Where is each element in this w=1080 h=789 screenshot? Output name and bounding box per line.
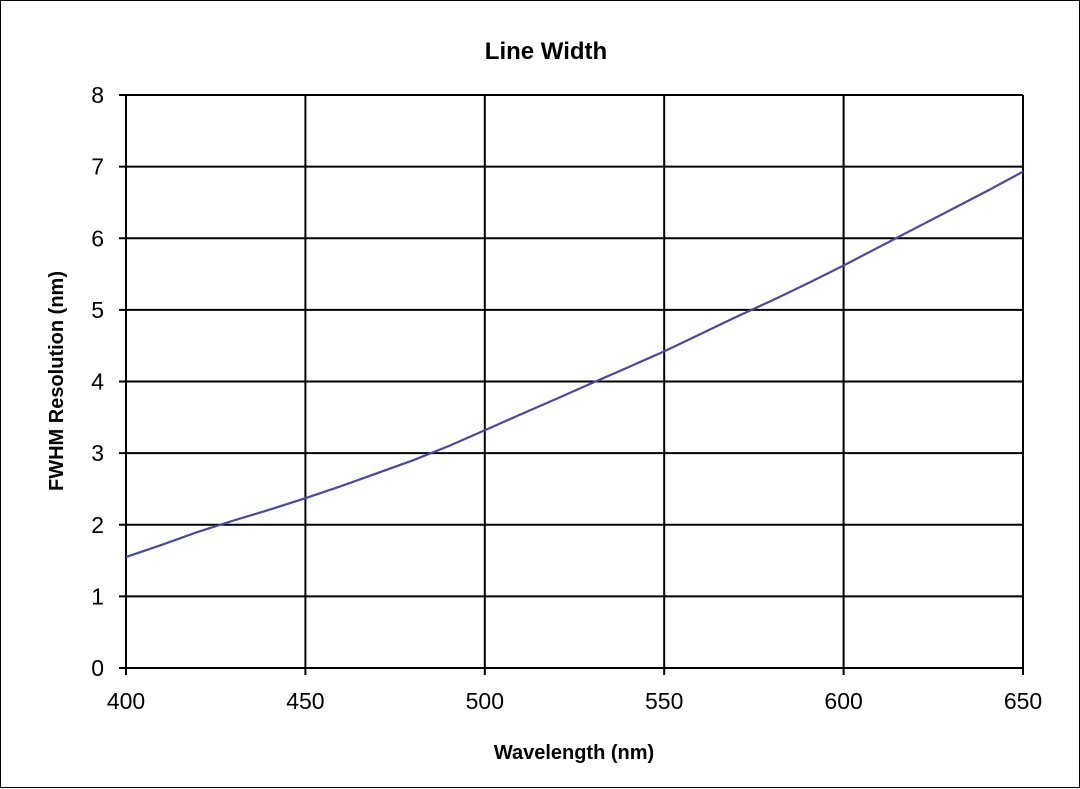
x-tick-label: 400 [107, 688, 145, 714]
y-tick-label: 6 [91, 225, 104, 251]
x-axis-ticks: 400 450 500 550 600 650 [107, 668, 1042, 714]
y-tick-label: 2 [91, 512, 104, 538]
y-axis-label: FWHM Resolution (nm) [46, 271, 68, 491]
x-tick-label: 650 [1004, 688, 1042, 714]
y-tick-label: 0 [91, 655, 104, 681]
series-line [125, 170, 1024, 559]
y-tick-label: 1 [91, 583, 104, 609]
y-tick-label: 8 [91, 82, 104, 108]
chart-title: Line Width [485, 38, 607, 65]
y-tick-label: 5 [91, 297, 104, 323]
x-tick-label: 500 [466, 688, 504, 714]
series-group [125, 170, 1024, 559]
y-tick-label: 3 [91, 440, 104, 466]
grid-lines [125, 94, 1024, 669]
x-tick-label: 600 [824, 688, 862, 714]
x-tick-label: 450 [286, 688, 324, 714]
y-axis-ticks: 0 1 2 3 4 5 6 7 8 [91, 82, 126, 681]
x-tick-label: 550 [645, 688, 683, 714]
x-axis-label: Wavelength (nm) [494, 742, 654, 764]
y-tick-label: 4 [91, 369, 104, 395]
y-tick-label: 7 [91, 154, 104, 180]
